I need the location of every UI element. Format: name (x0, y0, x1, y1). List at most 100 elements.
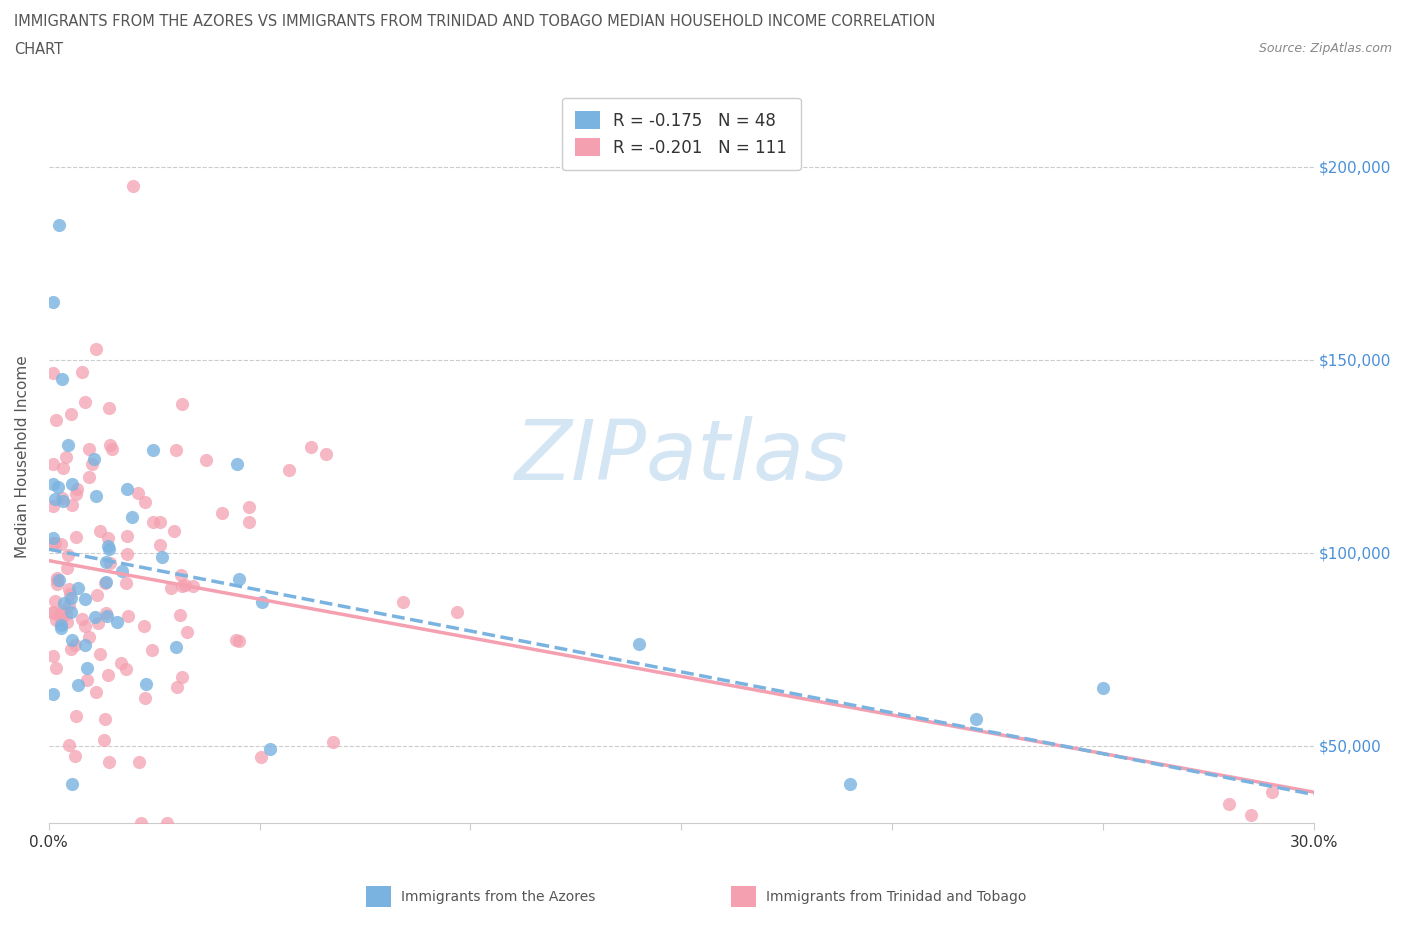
Point (117, 608, 139, 623)
Point (127, 485, 149, 500)
Point (58, 598, 80, 613)
Point (315, 446, 337, 461)
Point (59, 591, 82, 605)
Point (149, 514, 172, 529)
Point (142, 443, 165, 458)
Point (628, 637, 651, 652)
Point (134, 618, 156, 633)
Point (49, 606, 72, 621)
Point (1218, 796, 1240, 811)
Point (42, 605, 65, 620)
Point (160, 580, 183, 595)
Point (141, 643, 163, 658)
Point (73, 394, 96, 409)
Point (117, 528, 139, 543)
Point (225, 633, 247, 648)
Point (60, 497, 83, 512)
Text: CHART: CHART (14, 42, 63, 57)
Point (49, 618, 72, 632)
Point (142, 514, 165, 529)
Point (42, 604, 65, 619)
Point (107, 615, 129, 630)
Point (98, 437, 121, 452)
Point (115, 482, 138, 497)
Point (80, 457, 103, 472)
Point (59, 604, 82, 619)
Point (46, 479, 69, 494)
Point (134, 690, 156, 705)
Point (250, 594, 273, 609)
Point (46, 576, 69, 591)
Point (45, 613, 67, 628)
Point (170, 567, 193, 582)
Point (156, 816, 179, 830)
Point (228, 571, 250, 586)
Point (56, 561, 79, 576)
Point (76, 660, 98, 675)
Point (70, 612, 93, 627)
Point (170, 670, 193, 684)
Point (87, 616, 110, 631)
Point (42, 365, 65, 380)
Point (322, 735, 344, 750)
Point (1239, 808, 1261, 823)
Point (59, 407, 82, 422)
Point (51, 620, 73, 635)
Point (73, 618, 96, 633)
Point (60, 777, 83, 792)
Point (86, 685, 108, 700)
Y-axis label: Median Household Income: Median Household Income (15, 355, 30, 558)
Point (51, 372, 73, 387)
Point (166, 680, 188, 695)
Point (66, 580, 89, 595)
Point (55, 607, 77, 622)
Point (838, 777, 860, 792)
Point (96, 608, 118, 623)
Point (44, 593, 66, 608)
Text: Source: ZipAtlas.com: Source: ZipAtlas.com (1258, 42, 1392, 55)
Point (97, 754, 120, 769)
Point (48, 217, 70, 232)
Point (122, 179, 145, 193)
Point (238, 499, 260, 514)
Point (134, 495, 156, 510)
Point (84, 341, 107, 356)
Point (52, 460, 75, 475)
Point (165, 640, 187, 655)
Point (79, 442, 101, 457)
Point (228, 634, 250, 649)
Point (131, 816, 153, 830)
Point (75, 591, 97, 606)
Point (97, 667, 120, 682)
Point (59, 586, 82, 601)
Point (98, 400, 121, 415)
Point (114, 576, 136, 591)
Point (149, 538, 172, 552)
Point (238, 515, 260, 530)
Point (121, 510, 143, 525)
Point (84, 610, 107, 625)
Point (58, 737, 80, 752)
Point (115, 661, 138, 676)
Point (77, 630, 100, 644)
Point (225, 457, 247, 472)
Point (51, 491, 73, 506)
Point (97, 541, 120, 556)
Point (259, 742, 281, 757)
Point (128, 754, 150, 769)
Point (45, 413, 67, 428)
Point (446, 604, 468, 619)
Point (56, 438, 79, 453)
Point (211, 506, 233, 521)
Point (56, 548, 79, 563)
Point (58, 581, 80, 596)
Point (101, 442, 124, 457)
Text: Immigrants from Trinidad and Tobago: Immigrants from Trinidad and Tobago (766, 889, 1026, 904)
Point (183, 579, 205, 594)
Point (89, 646, 111, 661)
Point (165, 443, 187, 458)
Point (163, 524, 186, 538)
Point (56, 615, 79, 630)
Point (195, 453, 218, 468)
Point (250, 750, 273, 764)
